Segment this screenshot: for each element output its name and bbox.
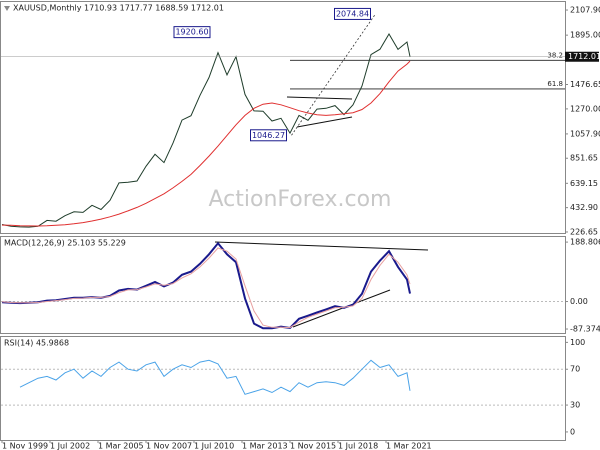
x-tick-label: 1 Jul 2018 [338, 442, 378, 450]
last-price-box [565, 51, 599, 62]
triangle-upper [286, 96, 353, 100]
y-tick-label: 0 [570, 427, 575, 436]
y-tick-label: 432.90 [570, 203, 598, 212]
swing-dashed-line [291, 13, 376, 136]
rsi-title: RSI(14) 45.9868 [4, 339, 69, 348]
x-tick-label: 1 Nov 2007 [146, 442, 192, 450]
rsi-panel [0, 336, 566, 441]
series-line [1, 33, 411, 228]
y-tick-label: 2107.90 [570, 6, 600, 15]
y-tick-label: 1270.00 [570, 104, 600, 113]
y-tick-label: 188.806 [570, 238, 600, 247]
series-line [1, 247, 411, 329]
y-tick-label: 226.65 [570, 227, 598, 236]
y-tick-label: 1476.65 [570, 80, 600, 89]
annotation-label: 2074.84 [336, 9, 369, 18]
x-tick-label: 1 Mar 2021 [386, 442, 432, 450]
y-tick-label: 100 [570, 338, 585, 347]
y-tick-label: 70 [570, 365, 580, 374]
y-tick-label: 639.15 [570, 179, 598, 188]
annotation-box [334, 7, 371, 20]
x-tick-label: 1 Jul 2010 [194, 442, 234, 450]
series-line [19, 359, 411, 395]
watermark: ActionForex.com [209, 187, 392, 212]
y-tick-label: 1057.90 [570, 129, 600, 138]
y-tick-label: 851.65 [570, 154, 598, 163]
last-price-label: 1712.01 [568, 52, 600, 61]
annotation-box [173, 26, 211, 39]
annotation-label: 1920.60 [175, 28, 208, 37]
annotation-label: 1046.27 [252, 131, 285, 140]
triangle-lower [296, 116, 353, 128]
annotation-box [250, 129, 287, 142]
y-tick-label: 0.00 [570, 297, 588, 306]
x-tick-label: 1 Mar 2013 [242, 442, 288, 450]
y-tick-label: 30 [570, 401, 580, 410]
series-line [1, 60, 411, 227]
macd-title: MACD(12,26,9) 25.103 55.229 [4, 239, 126, 248]
symbol-icon [4, 6, 10, 11]
x-tick-label: 1 Nov 2015 [290, 442, 336, 450]
y-tick-label: -87.374 [570, 325, 600, 334]
price-panel [0, 1, 566, 234]
fib-label: 61.8 [547, 80, 563, 88]
fib-label: 38.2 [547, 51, 563, 59]
macd-trendline-top [214, 241, 429, 251]
y-tick-label: 1895.00 [570, 31, 600, 40]
macd-trendline-bottom [292, 289, 391, 328]
x-tick-label: 1 Mar 2005 [98, 442, 144, 450]
x-tick-label: 1 Nov 1999 [2, 442, 48, 450]
x-tick-label: 1 Jul 2002 [50, 442, 90, 450]
price-title: XAUUSD,Monthly 1710.93 1717.77 1688.59 1… [13, 4, 224, 13]
macd-panel [0, 236, 566, 334]
